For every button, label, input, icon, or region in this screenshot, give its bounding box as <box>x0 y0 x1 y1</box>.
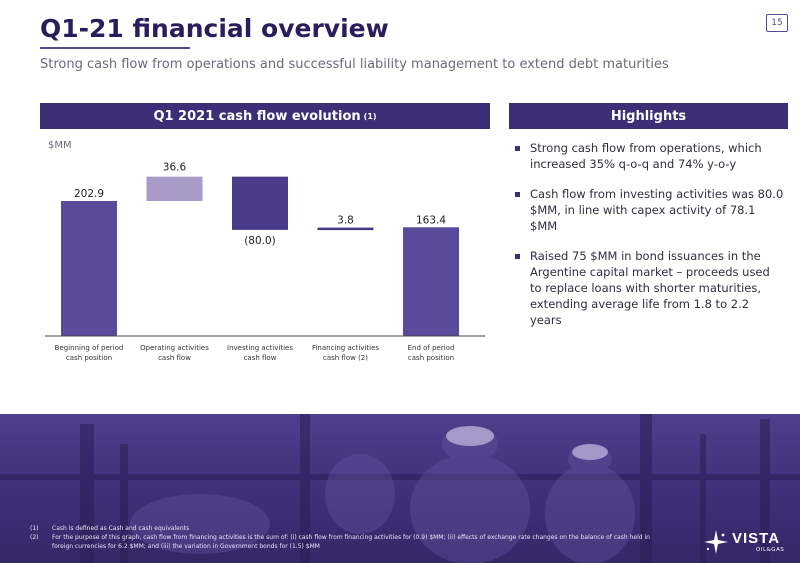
chart-panel-header: Q1 2021 cash flow evolution (1) <box>40 103 490 129</box>
waterfall-bar <box>146 176 203 201</box>
page-number: 15 <box>766 14 788 32</box>
footnotes: (1) Cash is defined as Cash and cash equi… <box>30 524 650 551</box>
highlights-header: Highlights <box>509 103 788 129</box>
category-label: Operating activities <box>140 344 209 352</box>
category-label: Investing activities <box>227 344 293 352</box>
category-label: cash flow <box>158 354 191 362</box>
waterfall-bar <box>61 201 117 336</box>
title-underline <box>40 47 190 49</box>
oilfield-workers-photo <box>0 414 800 563</box>
vista-star-icon <box>704 530 728 554</box>
waterfall-bar <box>317 227 374 231</box>
bar-value-label: 202.9 <box>74 188 104 200</box>
footnote-text: For the purpose of this graph, cash flow… <box>52 534 650 550</box>
category-label: cash position <box>408 354 454 362</box>
vista-logo: VISTA OIL&GAS <box>702 526 792 558</box>
category-label: End of period <box>408 344 455 352</box>
page-title: Q1-21 financial overview <box>40 14 389 43</box>
bar-value-label: (80.0) <box>244 235 276 247</box>
highlights-list: Strong cash flow from operations, which … <box>514 140 784 342</box>
chart-unit-label: $MM <box>48 140 72 151</box>
bullet-icon <box>515 254 520 259</box>
footnote: (1) Cash is defined as Cash and cash equi… <box>30 524 650 533</box>
category-label: cash flow (2) <box>323 354 368 362</box>
bar-value-label: 36.6 <box>163 162 187 174</box>
footnote-text: Cash is defined as Cash and cash equival… <box>52 525 190 532</box>
category-label: Beginning of period <box>55 344 124 352</box>
bar-value-label: 163.4 <box>416 214 446 226</box>
highlight-item: Raised 75 $MM in bond issuances in the A… <box>514 248 784 328</box>
highlight-item: Strong cash flow from operations, which … <box>514 140 784 172</box>
highlight-item: Cash flow from investing activities was … <box>514 186 784 234</box>
bullet-icon <box>515 146 520 151</box>
highlight-text: Cash flow from investing activities was … <box>530 187 784 233</box>
category-label: Financing activities <box>312 344 379 352</box>
waterfall-bar <box>403 227 459 336</box>
chart-panel-footnote-ref: (1) <box>363 111 377 121</box>
bullet-icon <box>515 192 520 197</box>
footnote: (2) For the purpose of this graph, cash f… <box>30 533 650 551</box>
logo-subtitle: OIL&GAS <box>756 547 785 553</box>
logo-name: VISTA <box>732 530 781 547</box>
category-label: cash flow <box>244 354 277 362</box>
footnote-number: (2) <box>30 534 39 541</box>
waterfall-bar <box>232 176 288 230</box>
cash-flow-waterfall-chart: 202.9 Beginning of period cash position 36.… <box>45 162 485 362</box>
highlight-text: Strong cash flow from operations, which … <box>530 141 762 171</box>
background-photo-band <box>0 414 800 563</box>
category-label: cash position <box>66 354 112 362</box>
footnote-number: (1) <box>30 525 39 532</box>
highlight-text: Raised 75 $MM in bond issuances in the A… <box>530 249 770 327</box>
page-subtitle: Strong cash flow from operations and suc… <box>40 57 669 72</box>
chart-panel-title: Q1 2021 cash flow evolution <box>153 108 361 124</box>
bar-value-label: 3.8 <box>337 215 354 227</box>
